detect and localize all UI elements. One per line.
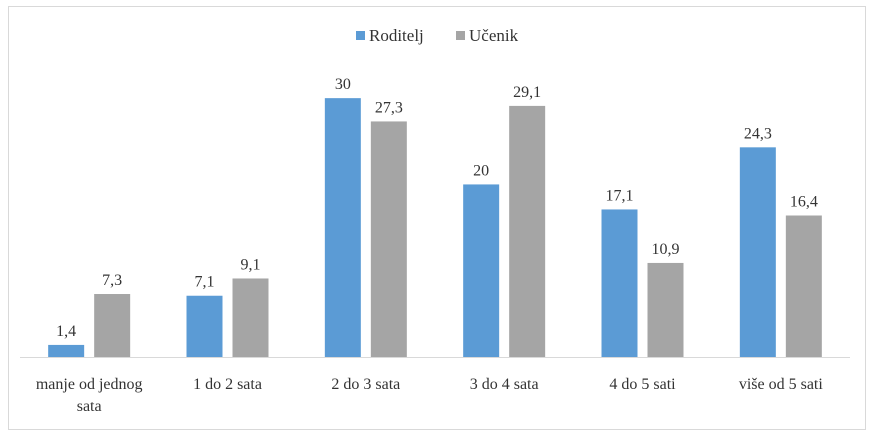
data-label-ucenik-4: 10,9 xyxy=(652,241,680,258)
data-label-roditelj-3: 20 xyxy=(473,162,489,179)
bar-ucenik-1 xyxy=(232,278,269,357)
bar-ucenik-2 xyxy=(370,121,407,357)
data-label-roditelj-1: 7,1 xyxy=(195,274,215,291)
bar-roditelj-2 xyxy=(324,98,361,358)
bar-roditelj-5 xyxy=(739,147,776,357)
bar-roditelj-3 xyxy=(463,184,500,357)
bar-ucenik-5 xyxy=(785,215,822,357)
category-label-0: manje od jednog sata xyxy=(36,376,143,415)
data-label-roditelj-2: 30 xyxy=(335,76,351,93)
legend-label-ucenik: Učenik xyxy=(469,26,519,45)
data-label-ucenik-0: 7,3 xyxy=(102,272,122,289)
category-label-3: 3 do 4 sata xyxy=(470,376,539,393)
bar-ucenik-0 xyxy=(94,294,131,357)
bar-roditelj-0 xyxy=(48,344,85,357)
legend-label-roditelj: Roditelj xyxy=(369,26,424,45)
data-label-roditelj-5: 24,3 xyxy=(744,125,772,142)
bar-roditelj-1 xyxy=(186,295,223,357)
category-labels: manje od jednog sata 1 do 2 sata 2 do 3 sat… xyxy=(36,376,824,415)
category-label-5: više od 5 sati xyxy=(739,376,824,393)
chart-frame xyxy=(8,6,866,430)
bars xyxy=(48,98,822,358)
data-label-roditelj-0: 1,4 xyxy=(56,323,76,340)
data-label-ucenik-5: 16,4 xyxy=(790,193,818,210)
category-label-4: 4 do 5 sati xyxy=(609,376,676,393)
data-label-ucenik-3: 29,1 xyxy=(513,84,541,101)
legend-swatch-ucenik xyxy=(456,31,465,40)
bar-ucenik-4 xyxy=(647,262,684,357)
data-label-roditelj-4: 17,1 xyxy=(606,187,634,204)
data-label-ucenik-1: 9,1 xyxy=(241,256,261,273)
bar-ucenik-3 xyxy=(509,105,546,357)
data-label-ucenik-2: 27,3 xyxy=(375,99,403,116)
category-label-1: 1 do 2 sata xyxy=(193,376,262,393)
data-labels: 1,4 7,3 7,1 9,1 30 27,3 20 29,1 17,1 10,9 24,3 16,4 xyxy=(56,76,818,340)
legend-swatch-roditelj xyxy=(356,31,365,40)
bar-roditelj-4 xyxy=(601,209,638,357)
category-label-2: 2 do 3 sata xyxy=(331,376,400,393)
legend: Roditelj Učenik xyxy=(356,26,519,45)
